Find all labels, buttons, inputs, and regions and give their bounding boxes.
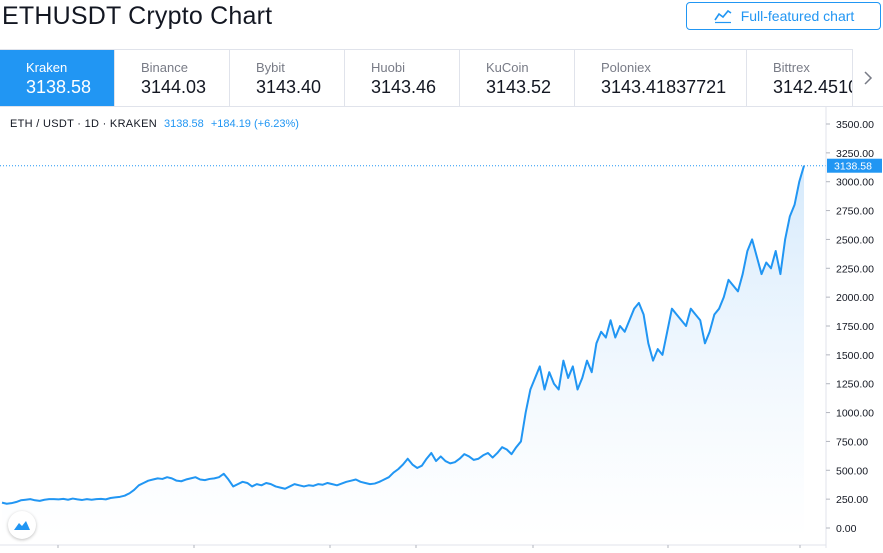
tab-exchange-name: Kraken [26, 60, 68, 75]
last-price-badge [827, 158, 882, 173]
y-tick-label: 0.00 [836, 523, 857, 535]
legend-symbol: ETH / USDT · 1D · KRAKEN [10, 118, 157, 130]
tab-bybit[interactable]: Bybit 3143.40 [230, 50, 345, 106]
tab-price: 3143.46 [371, 77, 437, 97]
tab-price: 3143.40 [256, 77, 322, 97]
tab-exchange-name: KuCoin [486, 60, 529, 75]
tab-huobi[interactable]: Huobi 3143.46 [345, 50, 460, 106]
price-series-line [1, 165, 805, 505]
tab-price: 3138.58 [26, 77, 92, 97]
tab-price: 3144.03 [141, 77, 207, 97]
exchange-tabs: Kraken 3138.58 Binance 3144.03 Bybit 314… [0, 49, 883, 107]
tab-exchange-name: Bybit [256, 60, 285, 75]
y-tick-label: 2750.00 [836, 206, 874, 218]
price-area-fill [2, 165, 804, 538]
y-tick-label: 3250.00 [836, 148, 874, 160]
y-tick-label: 3500.00 [836, 119, 874, 131]
y-tick-label: 1000.00 [836, 408, 874, 420]
tab-exchange-name: Binance [141, 60, 188, 75]
tab-exchange-name: Poloniex [601, 60, 651, 75]
y-tick-label: 1750.00 [836, 321, 874, 333]
tab-price: 3142.4510 [773, 77, 859, 97]
tab-kucoin[interactable]: KuCoin 3143.52 [460, 50, 575, 106]
tab-kraken[interactable]: Kraken 3138.58 [0, 50, 115, 106]
tabs-next-button[interactable] [852, 49, 883, 106]
y-tick-label: 500.00 [836, 465, 868, 477]
tradingview-logo-icon[interactable] [8, 511, 36, 539]
tab-poloniex[interactable]: Poloniex 3143.41837721 [575, 50, 747, 106]
y-tick-label: 1250.00 [836, 379, 874, 391]
y-tick-label: 1500.00 [836, 350, 874, 362]
full-featured-chart-label: Full-featured chart [740, 8, 855, 24]
chart-canvas[interactable]: 3500.00 3250.00 3000.00 2750.00 2500.00 2250.… [0, 107, 883, 548]
y-tick-label: 2250.00 [836, 263, 874, 275]
price-chart[interactable]: ETH / USDT · 1D · KRAKEN 3138.58 +184.19… [0, 107, 883, 548]
y-tick-label: 2000.00 [836, 292, 874, 304]
chevron-right-icon [864, 70, 873, 85]
tab-exchange-name: Bittrex [773, 60, 810, 75]
tab-price: 3143.52 [486, 77, 552, 97]
chart-line-icon [714, 9, 732, 24]
tab-exchange-name: Huobi [371, 60, 405, 75]
tab-price: 3143.41837721 [601, 77, 727, 97]
y-tick-label: 250.00 [836, 494, 868, 506]
tab-bittrex[interactable]: Bittrex 3142.4510 [747, 50, 883, 106]
y-tick-label: 750.00 [836, 436, 868, 448]
y-tick-label: 3000.00 [836, 177, 874, 189]
legend-change: +184.19 (+6.23%) [210, 118, 299, 130]
y-tick-label: 2500.00 [836, 234, 874, 246]
full-featured-chart-button[interactable]: Full-featured chart [686, 2, 881, 30]
last-price-badge-label: 3138.58 [834, 161, 872, 173]
page-title: ETHUSDT Crypto Chart [2, 2, 273, 30]
chart-legend: ETH / USDT · 1D · KRAKEN 3138.58 +184.19… [10, 118, 299, 130]
tab-binance[interactable]: Binance 3144.03 [115, 50, 230, 106]
legend-last-price: 3138.58 [164, 118, 204, 130]
